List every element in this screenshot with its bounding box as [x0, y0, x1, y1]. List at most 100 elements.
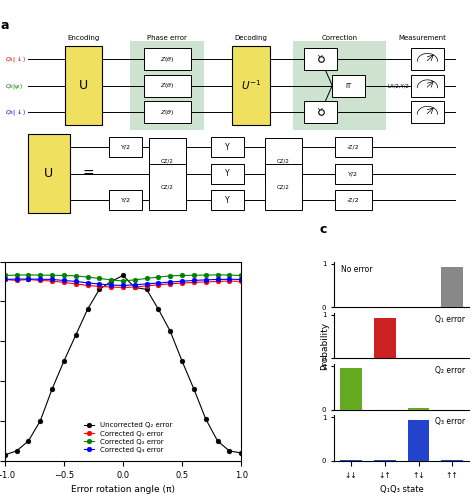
Corrected Q₂ error: [120, 278, 126, 284]
Corrected Q₃ error: [37, 276, 43, 282]
Bar: [304, 48, 337, 70]
Uncorrected Q₂ error: [238, 450, 244, 456]
Uncorrected Q₂ error: [49, 386, 55, 392]
Text: Correction: Correction: [321, 36, 357, 42]
Corrected Q₁ error: [179, 280, 185, 286]
Text: Y: Y: [226, 196, 230, 205]
Corrected Q₃ error: [155, 280, 161, 286]
Bar: [144, 75, 191, 97]
Corrected Q₃ error: [203, 277, 209, 283]
Text: -Z/2: -Z/2: [347, 198, 359, 203]
Bar: [149, 164, 186, 210]
Bar: [335, 164, 372, 184]
Bar: [65, 46, 102, 125]
Corrected Q₃ error: [2, 277, 8, 283]
Text: U: U: [44, 167, 54, 180]
Corrected Q₃ error: [167, 279, 173, 285]
Bar: [211, 190, 244, 210]
Corrected Q₃ error: [49, 277, 55, 283]
Corrected Q₁ error: [61, 280, 67, 286]
Bar: [293, 42, 386, 130]
Bar: [265, 164, 302, 210]
Corrected Q₁ error: [97, 284, 102, 290]
Corrected Q₃ error: [73, 279, 79, 285]
Text: Q₁ error: Q₁ error: [435, 315, 465, 324]
Legend: Uncorrected Q₂ error, Corrected Q₁ error, Corrected Q₂ error, Corrected Q₃ error: Uncorrected Q₂ error, Corrected Q₁ error…: [81, 420, 174, 455]
Corrected Q₂ error: [49, 272, 55, 278]
Bar: [340, 368, 362, 410]
Corrected Q₁ error: [2, 277, 8, 283]
Uncorrected Q₂ error: [144, 287, 149, 293]
Corrected Q₃ error: [215, 277, 220, 283]
Text: =: =: [82, 167, 94, 181]
Corrected Q₁ error: [73, 281, 79, 287]
Bar: [441, 267, 463, 307]
Text: Probability: Probability: [320, 322, 329, 370]
Text: $Q_3|{\downarrow}\rangle$: $Q_3|{\downarrow}\rangle$: [5, 107, 26, 117]
Bar: [408, 407, 429, 410]
Text: -Z/2: -Z/2: [347, 145, 359, 150]
Corrected Q₂ error: [14, 272, 19, 278]
Uncorrected Q₂ error: [109, 279, 114, 285]
Uncorrected Q₂ error: [215, 438, 220, 444]
Corrected Q₂ error: [61, 273, 67, 279]
Uncorrected Q₂ error: [2, 452, 8, 458]
Bar: [149, 138, 186, 183]
Text: Y/2: Y/2: [120, 198, 130, 203]
Text: $U^{-1}$: $U^{-1}$: [241, 79, 261, 93]
Corrected Q₂ error: [238, 273, 244, 279]
Uncorrected Q₂ error: [61, 358, 67, 364]
Text: No error: No error: [341, 265, 373, 274]
Corrected Q₁ error: [26, 277, 31, 283]
Corrected Q₂ error: [97, 276, 102, 282]
Uncorrected Q₂ error: [37, 418, 43, 424]
Corrected Q₁ error: [85, 283, 91, 289]
Text: I,X/2,Y/2: I,X/2,Y/2: [388, 83, 410, 88]
Corrected Q₂ error: [203, 272, 209, 278]
Corrected Q₃ error: [14, 276, 19, 282]
Line: Corrected Q₃ error: Corrected Q₃ error: [2, 277, 244, 288]
Corrected Q₃ error: [191, 278, 197, 284]
Bar: [304, 101, 337, 123]
Uncorrected Q₂ error: [227, 448, 232, 454]
Corrected Q₂ error: [144, 276, 149, 282]
Text: Phase error: Phase error: [147, 36, 187, 42]
Corrected Q₃ error: [132, 282, 137, 288]
Corrected Q₁ error: [14, 278, 19, 284]
Corrected Q₂ error: [26, 272, 31, 278]
Corrected Q₁ error: [238, 279, 244, 285]
Bar: [335, 190, 372, 210]
Bar: [109, 190, 142, 210]
Text: Y: Y: [319, 55, 323, 64]
Text: CZ/2: CZ/2: [161, 184, 174, 189]
Text: Y: Y: [226, 143, 230, 152]
Line: Uncorrected Q₂ error: Uncorrected Q₂ error: [2, 273, 244, 457]
Corrected Q₂ error: [85, 274, 91, 280]
Text: CZ/2: CZ/2: [277, 158, 290, 163]
Text: $Z(\theta)$: $Z(\theta)$: [160, 108, 174, 117]
Corrected Q₂ error: [179, 273, 185, 279]
Uncorrected Q₂ error: [26, 438, 31, 444]
Uncorrected Q₂ error: [155, 306, 161, 312]
Text: Measurement: Measurement: [399, 36, 447, 42]
Corrected Q₁ error: [203, 279, 209, 285]
X-axis label: Error rotation angle (π): Error rotation angle (π): [71, 485, 175, 494]
Corrected Q₃ error: [179, 278, 185, 284]
Bar: [411, 101, 444, 123]
Bar: [411, 48, 444, 70]
Corrected Q₁ error: [167, 281, 173, 287]
Corrected Q₃ error: [26, 276, 31, 282]
Line: Corrected Q₂ error: Corrected Q₂ error: [2, 273, 244, 284]
Text: $Q_2|{\psi}\rangle$: $Q_2|{\psi}\rangle$: [5, 81, 23, 91]
Uncorrected Q₂ error: [85, 306, 91, 312]
Line: Corrected Q₁ error: Corrected Q₁ error: [2, 277, 244, 290]
Bar: [335, 137, 372, 157]
Corrected Q₁ error: [215, 279, 220, 285]
Text: Encoding: Encoding: [68, 36, 100, 42]
Bar: [109, 137, 142, 157]
Text: Y: Y: [226, 169, 230, 178]
Bar: [374, 318, 396, 359]
Bar: [28, 134, 70, 213]
Corrected Q₂ error: [191, 272, 197, 278]
Uncorrected Q₂ error: [167, 328, 173, 334]
